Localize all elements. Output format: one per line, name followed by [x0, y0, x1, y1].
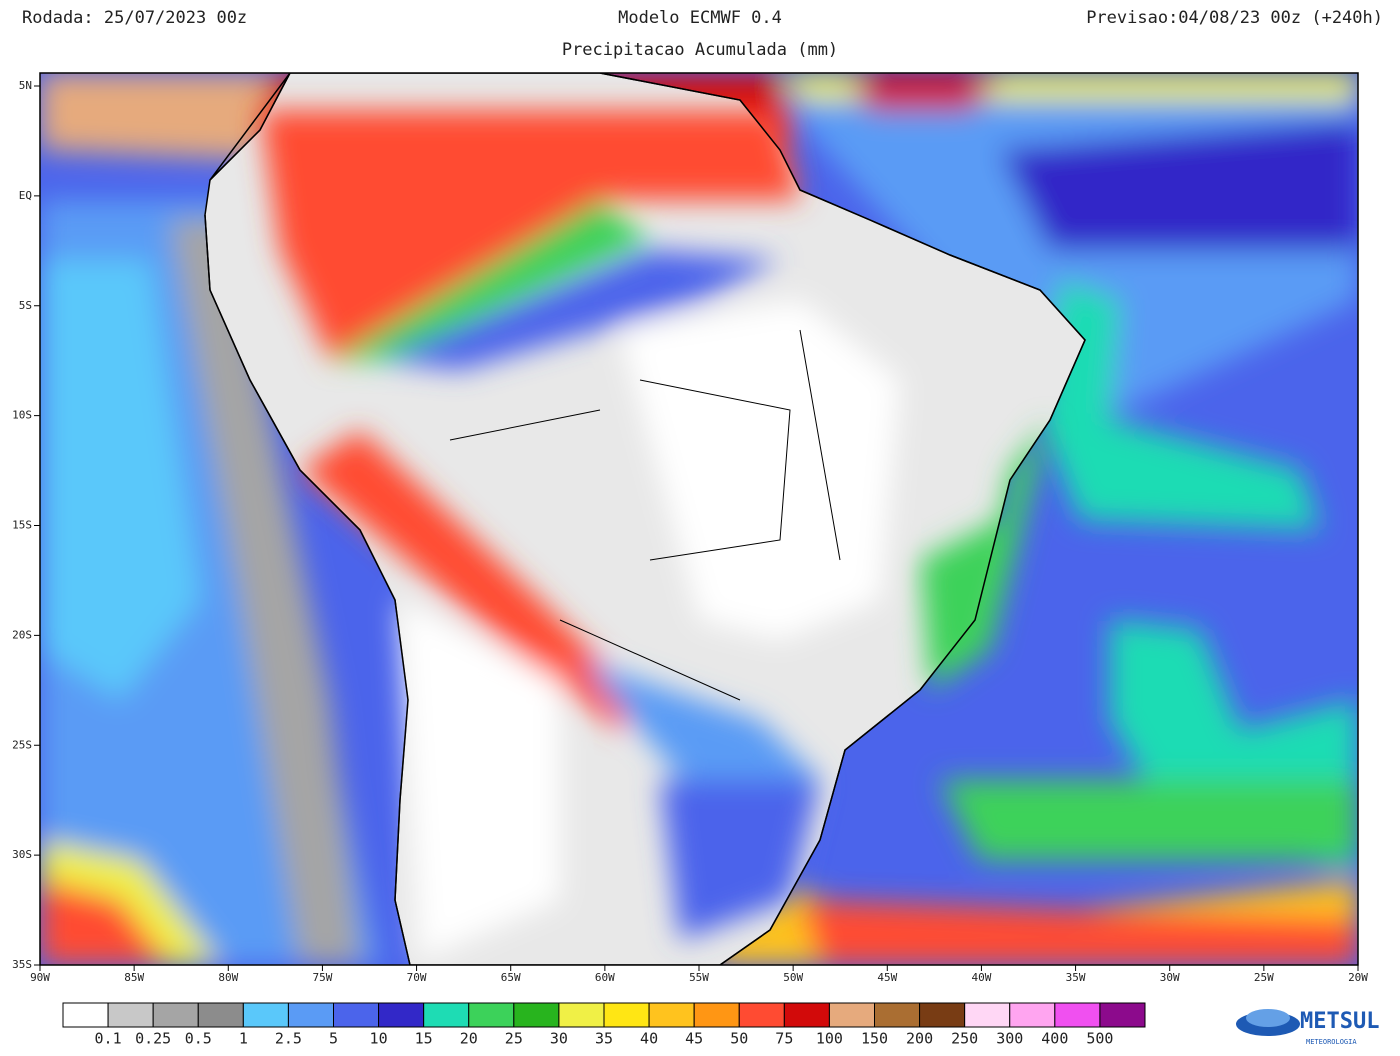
- colorbar-label: 5: [329, 1030, 338, 1048]
- colorbar-label: 0.1: [95, 1030, 122, 1048]
- lon-label: 40W: [971, 971, 991, 984]
- lon-label: 45W: [877, 971, 897, 984]
- colorbar-swatch: [378, 1002, 425, 1028]
- colorbar-label: 50: [730, 1030, 748, 1048]
- map-field: [40, 73, 1358, 965]
- lon-label: 70W: [407, 971, 427, 984]
- lat-label: 30S: [12, 848, 32, 861]
- lat-label: 20S: [12, 628, 32, 641]
- colorbar-label: 30: [550, 1030, 568, 1048]
- lon-label: 60W: [595, 971, 615, 984]
- colorbar-swatch: [242, 1002, 289, 1028]
- model-label: Modelo ECMWF 0.4: [618, 8, 782, 28]
- colorbar-label: 40: [640, 1030, 658, 1048]
- colorbar-label: 15: [415, 1030, 433, 1048]
- colorbar-swatch: [874, 1002, 921, 1028]
- colorbar-label: 300: [996, 1030, 1023, 1048]
- colorbar-label: 35: [595, 1030, 613, 1048]
- lat-label: 15S: [12, 519, 32, 532]
- colorbar-swatch: [468, 1002, 515, 1028]
- colorbar-label: 500: [1086, 1030, 1113, 1048]
- colorbar-swatch: [558, 1002, 605, 1028]
- colorbar-swatch: [423, 1002, 470, 1028]
- lon-label: 65W: [501, 971, 521, 984]
- colorbar-label: 0.5: [185, 1030, 212, 1048]
- colorbar-swatch: [919, 1002, 966, 1028]
- colorbar-swatch: [693, 1002, 740, 1028]
- lat-label: 5S: [19, 299, 32, 312]
- lon-label: 20W: [1348, 971, 1368, 984]
- lat-label: 25S: [12, 738, 32, 751]
- lat-label: 10S: [12, 409, 32, 422]
- colorbar-label: 150: [861, 1030, 888, 1048]
- lat-label: 5N: [19, 79, 32, 92]
- colorbar-label: 20: [460, 1030, 478, 1048]
- colorbar-label: 100: [816, 1030, 843, 1048]
- lon-label: 90W: [30, 971, 50, 984]
- lat-label: 35S: [12, 958, 32, 971]
- lon-label: 35W: [1066, 971, 1086, 984]
- colorbar-swatch: [513, 1002, 560, 1028]
- colorbar-swatch: [648, 1002, 695, 1028]
- colorbar-label: 250: [951, 1030, 978, 1048]
- colorbar-swatch: [197, 1002, 244, 1028]
- colorbar-label: 1: [239, 1030, 248, 1048]
- lon-label: 55W: [689, 971, 709, 984]
- lon-label: 50W: [783, 971, 803, 984]
- forecast-label: Previsao:04/08/23 00z (+240h): [1086, 8, 1383, 28]
- colorbar-label: 400: [1041, 1030, 1068, 1048]
- colorbar-label: 25: [505, 1030, 523, 1048]
- lon-label: 85W: [124, 971, 144, 984]
- colorbar-label: 45: [685, 1030, 703, 1048]
- colorbar-swatch: [62, 1002, 109, 1028]
- colorbar: 0.1 0.25 0.5 1 2.5 5 10 15 20 25 30 35 40 45 50 75 100 15…: [62, 1002, 1146, 1048]
- colorbar-swatch: [783, 1002, 830, 1028]
- logo-tagline: METEOROLOGIA: [1306, 1038, 1357, 1046]
- colorbar-swatch: [738, 1002, 785, 1028]
- colorbar-swatch: [287, 1002, 334, 1028]
- colorbar-swatch: [333, 1002, 380, 1028]
- colorbar-swatch: [1009, 1002, 1056, 1028]
- run-label: Rodada: 25/07/2023 00z: [22, 8, 247, 28]
- lon-label: 25W: [1254, 971, 1274, 984]
- lon-label: 75W: [312, 971, 332, 984]
- colorbar-label: 2.5: [275, 1030, 302, 1048]
- colorbar-swatch: [107, 1002, 154, 1028]
- colorbar-swatch: [152, 1002, 199, 1028]
- subtitle: Precipitacao Acumulada (mm): [562, 40, 838, 60]
- lon-label: 80W: [218, 971, 238, 984]
- colorbar-label: 75: [775, 1030, 793, 1048]
- colorbar-label: 10: [370, 1030, 388, 1048]
- colorbar-swatch: [1054, 1002, 1101, 1028]
- colorbar-swatch: [1099, 1002, 1146, 1028]
- colorbar-swatch: [603, 1002, 650, 1028]
- lon-label: 30W: [1160, 971, 1180, 984]
- logo: METSUL METEOROLOGIA: [1236, 1009, 1379, 1046]
- colorbar-swatch: [828, 1002, 876, 1028]
- colorbar-label: 0.25: [135, 1030, 171, 1048]
- logo-name: METSUL: [1300, 1009, 1379, 1034]
- lat-label: EQ: [19, 189, 32, 202]
- colorbar-label: 200: [906, 1030, 933, 1048]
- colorbar-swatch: [964, 1002, 1011, 1028]
